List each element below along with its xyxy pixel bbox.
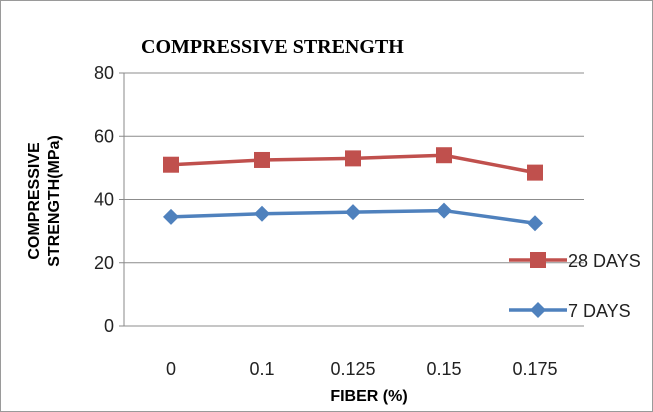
y-tick-labels: 0 20 40 60 80 [94,63,114,336]
series-layer [163,147,543,232]
chart-title: COMPRESSIVE STRENGTH [141,36,404,58]
y-tick-label: 80 [94,63,114,83]
y-tick-label: 20 [94,253,114,273]
y-tick-label: 40 [94,190,114,210]
series-0 [163,147,543,181]
legend: 28 DAYS 7 DAYS [509,251,641,321]
x-tick-label: 0.125 [330,359,375,379]
data-point [436,147,452,164]
x-tick-label: 0.1 [249,359,274,379]
data-point [163,208,179,225]
y-axis-title: COMPRESSIVE STRENGTH(MPa) [26,135,63,267]
y-tick-label: 0 [104,316,114,336]
data-point [163,156,179,173]
data-point [345,204,361,221]
legend-marker [530,302,546,318]
y-axis-title-line1: COMPRESSIVE [26,142,43,260]
legend-label: 28 DAYS [568,251,641,271]
x-tick-label: 0.175 [512,359,557,379]
x-tick-label: 0 [166,359,176,379]
data-point [254,151,270,168]
gridlines [119,72,584,327]
x-tick-label: 0.15 [426,359,461,379]
data-point [345,150,361,167]
legend-label: 7 DAYS [568,301,631,321]
y-axis-title-line2: STRENGTH(MPa) [46,135,63,267]
legend-marker [530,252,546,268]
y-tick-label: 60 [94,126,114,146]
data-point [527,164,543,181]
x-tick-labels: 0 0.1 0.125 0.15 0.175 [166,359,558,379]
data-point [436,202,452,219]
series-1 [163,202,543,232]
data-point [254,205,270,222]
data-point [527,215,543,232]
x-axis-title: FIBER (%) [330,388,407,405]
